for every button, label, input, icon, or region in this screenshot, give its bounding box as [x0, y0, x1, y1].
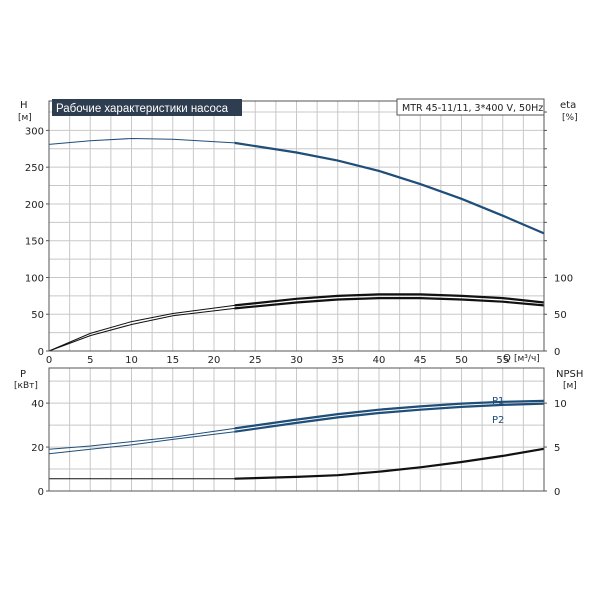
y-right-tick-label: 50	[554, 310, 567, 321]
y-left-tick-label: 50	[31, 310, 44, 321]
curve-line-operating	[234, 293, 545, 307]
curve-line-operating	[234, 141, 545, 235]
x-tick-label: 50	[455, 355, 468, 366]
y-left-tick-label: 0	[38, 347, 44, 358]
x-tick-label: 45	[414, 355, 427, 366]
y-left-tick-label: 40	[31, 399, 44, 410]
curve-line-operating	[234, 447, 545, 480]
y-left-tick-label: 0	[38, 487, 44, 498]
y-left-tick-label: 150	[25, 237, 44, 248]
x-tick-label: 20	[208, 355, 221, 366]
info-box	[396, 98, 545, 116]
y-left-unit-top: [м]	[18, 113, 32, 123]
x-tick-label: 30	[290, 355, 303, 366]
series-label-p2: P2	[492, 415, 504, 426]
y-right-tick-label: 5	[554, 443, 560, 454]
x-tick-label: 5	[87, 355, 93, 366]
y-left-label-top: H	[20, 100, 28, 111]
y-right-tick-label: 0	[554, 347, 560, 358]
y-left-tick-label: 250	[25, 163, 44, 174]
x-tick-label: 55	[496, 355, 509, 366]
curve-line-operating	[234, 402, 545, 433]
x-tick-label: 40	[373, 355, 386, 366]
y-left-tick-label: 100	[25, 273, 44, 284]
y-left-unit-bottom: [кВт]	[14, 381, 38, 391]
series-label-p1: P1	[492, 396, 504, 407]
x-tick-label: 15	[166, 355, 179, 366]
title-box	[52, 99, 242, 116]
y-right-label-top: eta	[560, 100, 576, 111]
y-left-tick-label: 200	[25, 200, 44, 211]
y-left-tick-label: 300	[25, 126, 44, 137]
y-right-tick-label: 0	[554, 487, 560, 498]
plot-frame	[48, 100, 545, 352]
x-tick-label: 35	[331, 355, 344, 366]
y-right-tick-label: 10	[554, 399, 567, 410]
curve-line-operating	[234, 399, 545, 430]
x-unit: [м³/ч]	[514, 354, 540, 364]
y-right-unit-top: [%]	[562, 113, 578, 123]
y-left-label-bottom: P	[20, 369, 26, 380]
y-right-tick-label: 100	[554, 273, 573, 284]
x-tick-label: 0	[46, 355, 52, 366]
y-right-unit-bottom: [м]	[563, 381, 577, 391]
y-right-label-bottom: NPSH	[556, 369, 583, 380]
curve-line-operating	[234, 297, 545, 310]
chart-title: Рабочие характеристики насоса	[56, 103, 229, 115]
model-info: MTR 45-11/11, 3*400 V, 50Hz	[402, 103, 543, 114]
x-tick-label: 10	[125, 355, 138, 366]
y-left-tick-label: 20	[31, 443, 44, 454]
x-tick-label: 25	[249, 355, 262, 366]
x-label: Q	[503, 353, 511, 364]
plot-frame	[48, 367, 545, 492]
